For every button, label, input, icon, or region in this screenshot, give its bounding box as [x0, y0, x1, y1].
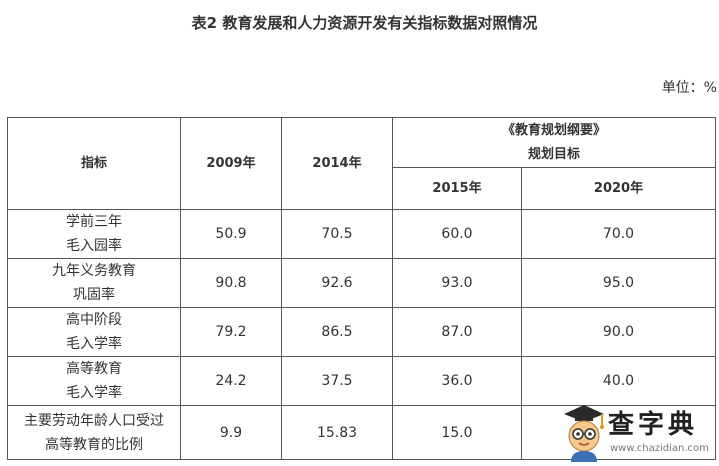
unit-label: 单位：% [661, 80, 717, 96]
cell-2015: 93.0 [392, 258, 522, 308]
table-row: 学前三年 毛入园率 50.9 70.5 60.0 70.0 [7, 209, 717, 259]
cell-2015: 15.0 [392, 405, 522, 460]
row-label: 高等教育 毛入学率 [7, 356, 181, 406]
cell-2014: 70.5 [281, 209, 393, 259]
table-row: 九年义务教育 巩固率 90.8 92.6 93.0 95.0 [7, 258, 717, 308]
header-2015: 2015年 [392, 167, 522, 210]
row-label-line1: 九年义务教育 [52, 263, 136, 279]
page-title: 表2 教育发展和人力资源开发有关指标数据对照情况 [191, 14, 538, 32]
row-label: 学前三年 毛入园率 [7, 209, 181, 259]
mascot-icon [564, 405, 604, 462]
row-label-line1: 高等教育 [66, 361, 122, 377]
header-2009: 2009年 [180, 117, 282, 210]
cell-2009: 24.2 [180, 356, 282, 406]
cell-2020: 70.0 [520, 209, 717, 259]
row-label-line2: 毛入园率 [66, 238, 122, 254]
table-row: 主要劳动年龄人口受过 高等教育的比例 9.9 15.83 15.0 [7, 405, 717, 460]
cell-2020 [520, 405, 717, 460]
cell-2015: 60.0 [392, 209, 522, 259]
row-label: 高中阶段 毛入学率 [7, 307, 181, 357]
cell-2014: 15.83 [281, 405, 393, 460]
cell-2015: 36.0 [392, 356, 522, 406]
header-plan-line1: 《教育规划纲要》 [502, 122, 607, 138]
cell-2009: 79.2 [180, 307, 282, 357]
table-row: 高等教育 毛入学率 24.2 37.5 36.0 40.0 [7, 356, 717, 406]
row-label: 主要劳动年龄人口受过 高等教育的比例 [7, 405, 181, 460]
cell-2020: 95.0 [520, 258, 717, 308]
cell-2020: 40.0 [520, 356, 717, 406]
header-plan-target: 《教育规划纲要》 规划目标 [391, 117, 717, 168]
cell-2009: 50.9 [180, 209, 282, 259]
row-label-line2: 高等教育的比例 [45, 436, 143, 453]
cell-2009: 90.8 [180, 258, 282, 308]
row-label: 九年义务教育 巩固率 [7, 258, 181, 308]
table-row: 高中阶段 毛入学率 79.2 86.5 87.0 90.0 [7, 307, 717, 357]
header-2020: 2020年 [520, 167, 717, 210]
row-label-line1: 主要劳动年龄人口受过 [24, 412, 164, 429]
cell-2020: 90.0 [520, 307, 717, 357]
indicator-table: 指标 2009年 2014年 《教育规划纲要》 规划目标 2015年 2020年… [7, 117, 717, 460]
cell-2014: 92.6 [281, 258, 393, 308]
header-indicator: 指标 [7, 117, 181, 210]
row-label-line2: 毛入学率 [66, 385, 122, 401]
cell-2009: 9.9 [180, 405, 282, 460]
cell-2015: 87.0 [392, 307, 522, 357]
row-label-line2: 毛入学率 [66, 336, 122, 352]
watermark-url: www.chazidian.com [610, 443, 709, 454]
row-label-line2: 巩固率 [73, 287, 115, 303]
watermark-text: 查字典 [608, 410, 699, 440]
row-label-line1: 高中阶段 [66, 312, 122, 328]
header-plan-line2: 规划目标 [528, 146, 581, 162]
cell-2014: 86.5 [281, 307, 393, 357]
header-row-2: 2015年 2020年 [8, 167, 717, 210]
header-2014: 2014年 [281, 117, 393, 210]
cell-2014: 37.5 [281, 356, 393, 406]
header-row-1: 指标 2009年 2014年 《教育规划纲要》 规划目标 [7, 117, 717, 210]
watermark-logo: 查字典 www.chazidian.com [560, 400, 719, 463]
row-label-line1: 学前三年 [66, 214, 122, 230]
